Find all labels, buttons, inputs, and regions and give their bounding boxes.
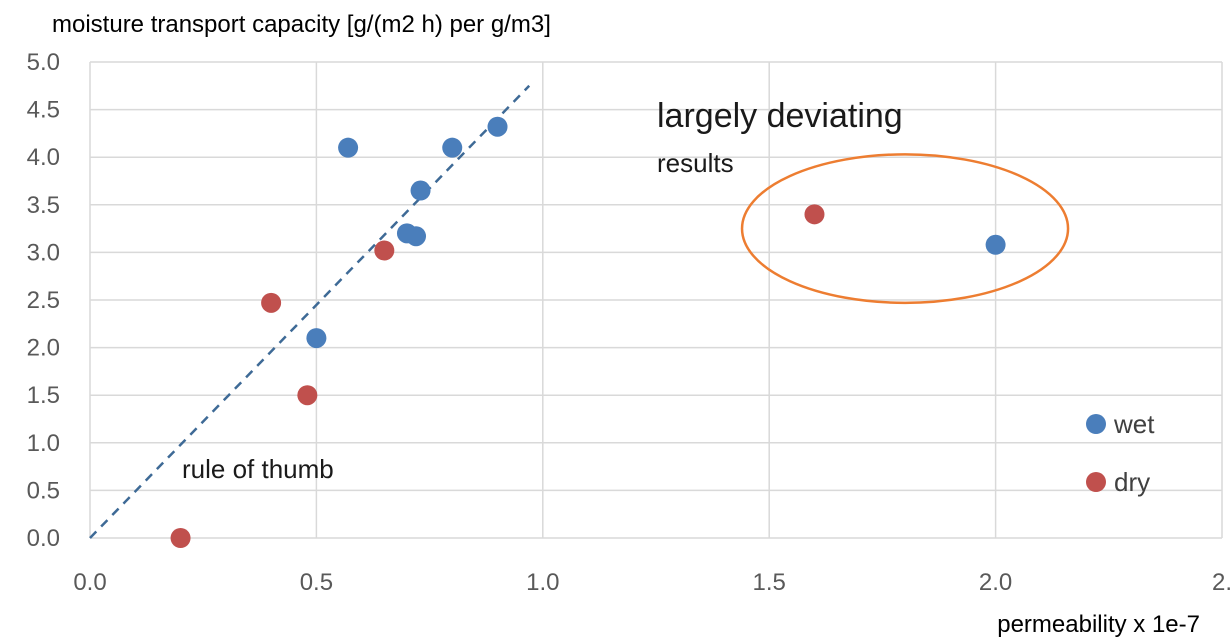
x-tick-label: 0.0 (73, 569, 106, 596)
legend-marker-wet (1086, 414, 1106, 434)
y-axis-label: moisture transport capacity [g/(m2 h) pe… (52, 11, 551, 38)
y-tick-label: 3.5 (27, 192, 60, 219)
y-tick-label: 4.0 (27, 144, 60, 171)
point-wet (985, 234, 1006, 255)
deviating-results-ellipse (740, 153, 1070, 305)
y-tick-label: 4.5 (27, 97, 60, 124)
y-tick-label: 0.0 (27, 525, 60, 552)
y-tick-label: 2.5 (27, 287, 60, 314)
point-dry (170, 528, 191, 548)
point-wet (410, 180, 431, 201)
x-tick-label: 1.0 (526, 569, 559, 596)
legend-label-wet: wet (1113, 409, 1155, 439)
point-wet (406, 226, 427, 247)
x-tick-label: 2.0 (979, 569, 1012, 596)
x-tick-label: 2. (1212, 569, 1230, 596)
point-wet (306, 328, 327, 349)
point-dry (261, 292, 282, 313)
deviating-label-line2: results (657, 148, 734, 178)
rule-of-thumb-label: rule of thumb (182, 454, 334, 484)
point-dry (804, 204, 825, 225)
y-tick-label: 5.0 (27, 49, 60, 76)
legend: wet dry (1086, 409, 1155, 497)
point-wet (487, 116, 508, 137)
x-tick-labels: 0.0 0.5 1.0 1.5 2.0 2. (73, 569, 1230, 596)
data-points (170, 116, 1006, 548)
point-dry (374, 240, 395, 261)
y-tick-label: 1.0 (27, 430, 60, 457)
legend-label-dry: dry (1114, 467, 1150, 497)
y-tick-label: 2.0 (27, 335, 60, 362)
y-tick-label: 1.5 (27, 382, 60, 409)
deviating-label-line1: largely deviating (657, 97, 903, 135)
point-wet (442, 137, 463, 158)
x-tick-label: 0.5 (300, 569, 333, 596)
point-wet (338, 137, 359, 158)
x-tick-label: 1.5 (753, 569, 786, 596)
point-dry (297, 385, 318, 406)
y-tick-label: 3.0 (27, 239, 60, 266)
y-tick-labels: 0.0 0.5 1.0 1.5 2.0 2.5 3.0 3.5 4.0 4.5 5.0 (27, 49, 60, 552)
y-tick-label: 0.5 (27, 477, 60, 504)
x-axis-label: permeability x 1e-7 (997, 611, 1200, 638)
legend-marker-dry (1086, 472, 1106, 492)
